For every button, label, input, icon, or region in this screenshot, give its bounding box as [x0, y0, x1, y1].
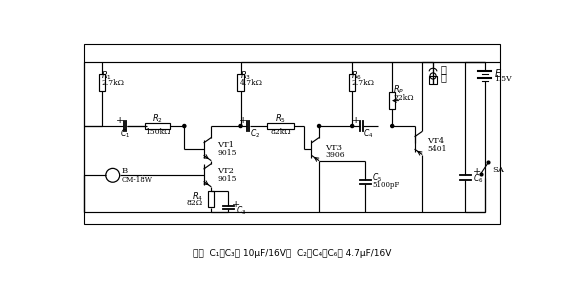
Text: 2.7kΩ: 2.7kΩ — [352, 79, 374, 87]
Bar — [429, 76, 437, 84]
Text: $C_1$: $C_1$ — [120, 127, 130, 140]
Circle shape — [390, 125, 394, 127]
Text: +: + — [473, 167, 481, 176]
Bar — [99, 74, 105, 91]
Text: 82Ω: 82Ω — [187, 199, 203, 207]
Text: 1.5V: 1.5V — [494, 75, 511, 83]
Bar — [84, 45, 500, 224]
Text: 4.7kΩ: 4.7kΩ — [240, 79, 263, 87]
Text: 注：  C₁、C₃为 10μF/16V，  C₂、C₄、C₆为 4.7μF/16V: 注： C₁、C₃为 10μF/16V， C₂、C₄、C₆为 4.7μF/16V — [193, 248, 392, 258]
Bar — [349, 74, 355, 91]
Circle shape — [317, 125, 320, 127]
Text: 22kΩ: 22kΩ — [393, 93, 414, 102]
Text: +: + — [239, 116, 247, 125]
Text: 5100pF: 5100pF — [372, 181, 400, 189]
Text: VT2: VT2 — [217, 168, 234, 176]
Text: $R_3$: $R_3$ — [240, 70, 251, 82]
Text: $R_5$: $R_5$ — [275, 113, 286, 125]
Circle shape — [351, 125, 354, 127]
Text: $E$: $E$ — [494, 67, 502, 79]
Bar — [267, 122, 295, 130]
Text: 3906: 3906 — [325, 151, 345, 159]
Text: +: + — [352, 116, 360, 125]
Text: $R_6$: $R_6$ — [352, 70, 363, 82]
Text: SA: SA — [492, 166, 504, 174]
Text: +: + — [116, 116, 124, 125]
Text: 150kΩ: 150kΩ — [145, 128, 170, 136]
Text: B: B — [122, 167, 128, 175]
Text: $R_P$: $R_P$ — [393, 84, 404, 96]
Text: 9015: 9015 — [217, 175, 237, 183]
Text: 2.7kΩ: 2.7kΩ — [101, 79, 124, 87]
Bar — [238, 74, 243, 91]
Text: $C_5$: $C_5$ — [372, 171, 382, 184]
Text: $R_1$: $R_1$ — [101, 70, 112, 82]
Text: 耳: 耳 — [441, 65, 447, 74]
Text: VT4: VT4 — [427, 137, 444, 145]
Text: VT3: VT3 — [325, 144, 342, 151]
Bar — [145, 122, 170, 130]
Text: $C_6$: $C_6$ — [473, 173, 483, 185]
Text: $R_4$: $R_4$ — [192, 191, 203, 203]
Text: $C_4$: $C_4$ — [363, 127, 373, 140]
Bar — [208, 191, 214, 207]
Text: 82kΩ: 82kΩ — [270, 128, 291, 136]
Circle shape — [239, 125, 242, 127]
Bar — [389, 92, 396, 109]
Text: 5401: 5401 — [427, 145, 446, 153]
Text: $C_3$: $C_3$ — [236, 205, 246, 217]
Text: +: + — [232, 200, 240, 209]
Text: $R_2$: $R_2$ — [152, 113, 163, 125]
Circle shape — [183, 125, 186, 127]
Text: $C_2$: $C_2$ — [250, 127, 260, 140]
Text: VT1: VT1 — [217, 141, 234, 149]
Text: CM-18W: CM-18W — [122, 176, 153, 184]
Text: 机: 机 — [441, 73, 447, 82]
Text: 9015: 9015 — [217, 149, 237, 157]
